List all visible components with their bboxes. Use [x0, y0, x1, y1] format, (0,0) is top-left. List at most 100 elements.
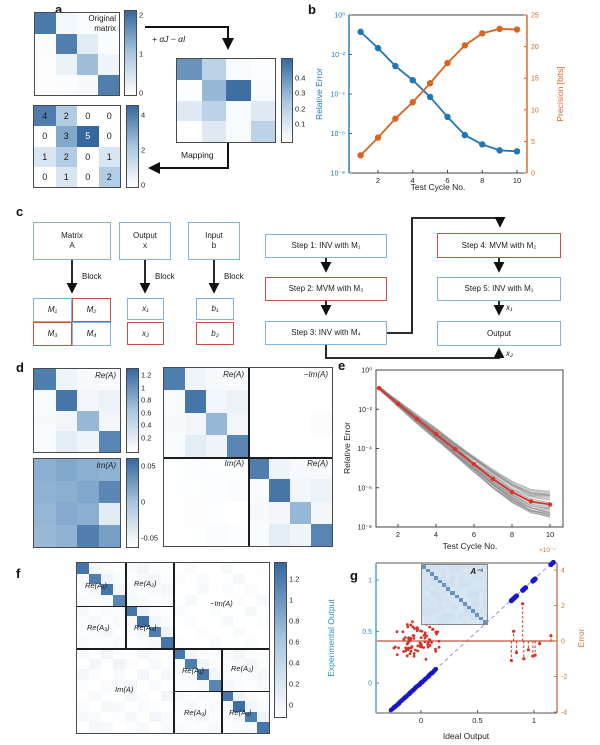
heatmap-cell [113, 722, 125, 733]
heatmap-cell [101, 690, 113, 702]
heatmap-cell [482, 605, 487, 610]
heatmap-cell [442, 620, 447, 624]
heatmap-cell [470, 583, 475, 588]
panel-e-chart: 10⁰ 10⁻² 10⁻⁴ 10⁻⁶ 10⁻⁸ 2 4 6 8 10 Test Cycle No. R… [342, 367, 564, 551]
heatmap-cell: 1 [55, 166, 77, 187]
g-x-tick: 0.5 [472, 716, 482, 725]
heatmap-cell [450, 565, 455, 569]
heatmap-cell [426, 572, 431, 577]
heatmap-cell [77, 410, 99, 432]
g-error-point [431, 628, 434, 631]
g-error-stem-point [549, 634, 553, 638]
heatmap-cell [209, 690, 221, 702]
g-error-point [419, 636, 423, 639]
heatmap-cell [55, 459, 77, 481]
colorbar-tick: 0 [141, 180, 146, 190]
heatmap-cell [55, 410, 77, 432]
heatmap-cell [185, 616, 197, 627]
heatmap-cell [458, 565, 463, 569]
heatmap-cell [209, 563, 221, 574]
heatmap-cell [34, 459, 56, 481]
heatmap-cell [185, 412, 206, 435]
heatmap-cell [161, 594, 173, 606]
b-left-tick: 10⁰ [334, 12, 345, 20]
g-error-point [404, 649, 408, 653]
heatmap-cell [434, 579, 439, 584]
heatmap-cell [89, 711, 101, 723]
heatmap-cell [77, 637, 89, 648]
heatmap-cell [466, 620, 471, 624]
heatmap-cell [478, 576, 483, 580]
heatmap-cell [454, 594, 459, 599]
heatmap-cell [101, 679, 113, 691]
heatmap-cell [98, 389, 120, 411]
heatmap-cell [125, 573, 137, 585]
heatmap-cell [185, 658, 197, 670]
heatmap-cell [185, 457, 206, 480]
heatmap-cell [482, 576, 487, 580]
heatmap-cell [209, 573, 221, 585]
g-error-point [416, 649, 420, 653]
g-error-point [414, 648, 417, 652]
heatmap-cell [422, 620, 427, 624]
heatmap-cell [290, 412, 311, 435]
heatmap-cell [450, 576, 455, 580]
colorbar-conductance: 0.4 0.3 0.2 0.1 [281, 58, 305, 143]
heatmap-cell [474, 616, 479, 621]
e-ensemble-line [378, 387, 551, 497]
heatmap-block-matrix: Re(A₁) Re(A₂) Re(A₃) Re(A₄) −Im(A) Im(A)… [76, 562, 270, 734]
g-error-stem-point [521, 602, 525, 606]
f-label-rea3: Re(A₃) [87, 623, 110, 632]
e-ensemble-line [378, 386, 551, 493]
heatmap-cell [422, 605, 427, 610]
heatmap-cell [98, 459, 120, 481]
heatmap-cell [177, 79, 202, 101]
heatmap-cell [101, 711, 113, 723]
f-label-rea2b: Re(A₂) [231, 664, 254, 673]
heatmap-cell [482, 583, 487, 588]
heatmap-cell [206, 412, 227, 435]
b-right-tick: 5 [531, 139, 535, 146]
heatmap-cell [430, 587, 435, 591]
heatmap-cell [245, 648, 257, 659]
colorbar-tick: 0.2 [141, 433, 152, 443]
g-error-point [408, 652, 412, 656]
g-right-tick: 4 [561, 568, 565, 575]
heatmap-cell [77, 648, 89, 659]
heatmap-cell [257, 679, 269, 691]
heatmap-cell [442, 616, 447, 621]
box-b2-label: b₂ [211, 328, 219, 338]
heatmap-cell [474, 601, 479, 606]
heatmap-cell: 1 [98, 146, 120, 167]
e-ensemble-line [378, 385, 551, 495]
heatmap-cell [248, 368, 269, 391]
heatmap-cell [478, 605, 483, 610]
heatmap-cell [438, 609, 443, 613]
heatmap-cell [221, 679, 233, 691]
heatmap-cell [442, 576, 447, 580]
g-error-point [418, 645, 422, 648]
e-mean-point [509, 489, 515, 495]
heatmap-cell [450, 568, 455, 573]
heatmap-cell [164, 501, 185, 524]
heatmap-cell [426, 576, 431, 580]
heatmap-cell [470, 594, 475, 599]
heatmap-cell [113, 605, 125, 617]
heatmap-re-a: Re(A) [33, 368, 121, 453]
heatmap-cell [462, 579, 467, 584]
heatmap-cell [77, 690, 89, 702]
heatmap-cell [458, 616, 463, 621]
heatmap-cell [125, 690, 137, 702]
heatmap-cell [173, 573, 185, 585]
heatmap-cell [470, 612, 475, 617]
heatmap-cell [98, 525, 120, 547]
heatmap-cell [173, 594, 185, 606]
heatmap-cell [221, 711, 233, 723]
g-yright-label: Error [576, 628, 586, 647]
heatmap-cell [482, 609, 487, 613]
mapping-label: Mapping [181, 150, 214, 160]
g-error-point [430, 640, 433, 644]
heatmap-cell [458, 579, 463, 584]
g-error-point [434, 649, 438, 653]
heatmap-cell [125, 626, 137, 638]
